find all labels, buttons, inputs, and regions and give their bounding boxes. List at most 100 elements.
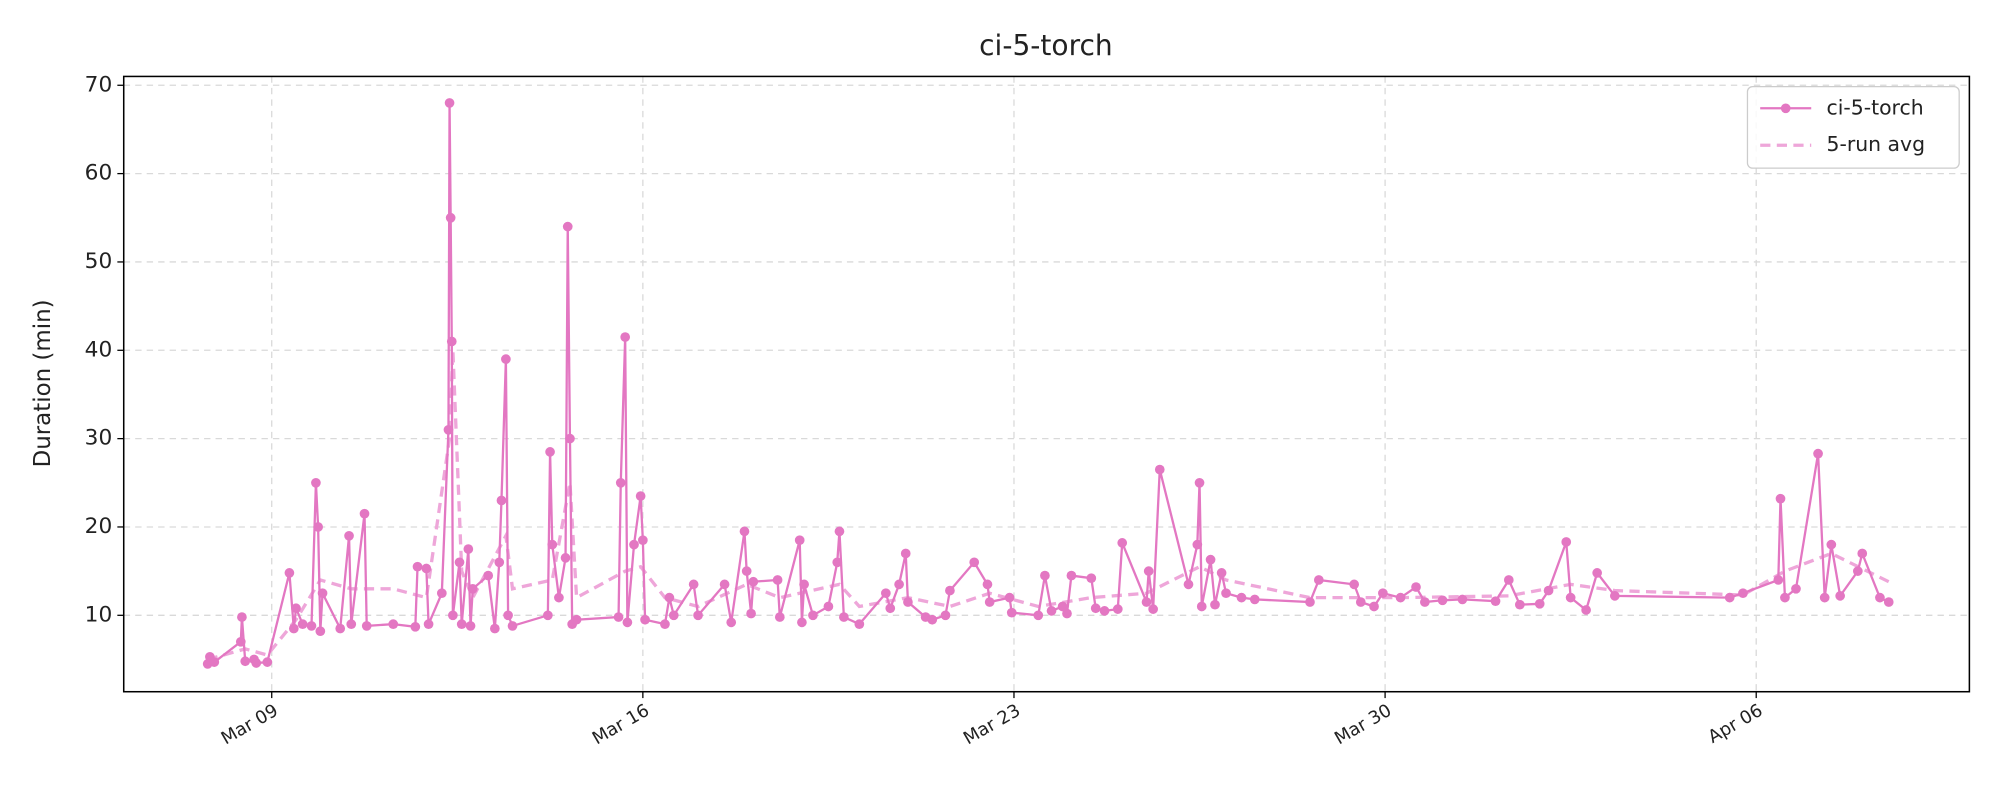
data-point	[1249, 594, 1260, 605]
data-point	[799, 579, 809, 590]
data-point	[794, 535, 805, 546]
data-point	[1216, 568, 1227, 578]
data-point	[660, 619, 670, 629]
data-point	[927, 614, 938, 625]
data-point	[1194, 477, 1205, 488]
data-point	[467, 583, 478, 594]
data-point	[900, 548, 911, 559]
data-point	[823, 601, 834, 612]
legend-marker	[1780, 103, 1791, 114]
data-point	[507, 621, 518, 631]
data-point	[1205, 554, 1216, 565]
chart-title: ci-5-torch	[979, 29, 1113, 62]
data-point	[945, 585, 955, 596]
data-point	[903, 597, 913, 607]
data-point	[1875, 592, 1885, 603]
data-point	[629, 539, 639, 550]
data-point	[1780, 592, 1790, 603]
data-point	[1592, 568, 1603, 578]
data-point	[1581, 605, 1591, 615]
data-point	[315, 626, 326, 637]
data-point	[1004, 592, 1015, 603]
data-point	[834, 526, 845, 537]
data-point	[1369, 601, 1379, 612]
data-point	[412, 561, 423, 572]
data-point	[545, 447, 555, 457]
data-point	[1099, 606, 1110, 616]
y-tick-label: 50	[85, 249, 113, 274]
plot-frame	[122, 75, 1971, 693]
data-point	[423, 619, 434, 629]
data-point	[613, 612, 624, 622]
data-point	[1066, 570, 1077, 581]
data-point	[489, 623, 500, 634]
data-point	[664, 592, 675, 603]
data-point	[638, 535, 648, 546]
data-point	[288, 623, 299, 634]
data-point	[1062, 608, 1072, 619]
data-point	[410, 621, 421, 632]
data-point	[1057, 601, 1068, 612]
data-point	[808, 610, 818, 621]
data-point	[209, 657, 220, 667]
data-point	[494, 557, 505, 568]
data-point	[1565, 592, 1576, 603]
data-point	[719, 579, 730, 590]
data-point	[1086, 573, 1097, 584]
data-point	[1192, 539, 1203, 550]
data-point	[1046, 606, 1057, 616]
data-point	[1738, 588, 1748, 599]
data-point	[547, 539, 558, 550]
data-point	[443, 424, 454, 435]
data-point	[1090, 603, 1101, 614]
legend-label: 5-run avg	[1827, 132, 1926, 156]
data-point	[448, 610, 458, 621]
data-point	[317, 588, 328, 599]
data-point	[1724, 592, 1735, 603]
data-point	[1835, 591, 1846, 601]
data-point	[774, 612, 785, 622]
data-point	[1534, 598, 1545, 609]
data-point	[421, 563, 432, 574]
data-point	[445, 212, 456, 223]
data-point	[1457, 594, 1468, 605]
data-point	[361, 621, 372, 631]
data-point	[1141, 597, 1152, 607]
data-point	[554, 592, 564, 603]
data-point	[741, 566, 752, 576]
data-point	[688, 579, 699, 590]
data-point	[1543, 585, 1554, 596]
data-point	[1117, 538, 1128, 548]
data-point	[984, 597, 995, 607]
data-point	[235, 636, 246, 647]
data-point	[1143, 566, 1154, 576]
data-point	[615, 477, 626, 488]
y-tick-label: 10	[85, 602, 113, 627]
legend-box	[1746, 85, 1960, 169]
data-point	[982, 579, 993, 590]
data-point	[436, 588, 447, 599]
data-point	[969, 557, 980, 568]
data-point	[496, 495, 507, 506]
data-point	[1775, 493, 1786, 504]
data-point	[1183, 579, 1194, 590]
data-point	[1857, 548, 1868, 559]
data-point	[622, 617, 633, 628]
data-point	[1378, 588, 1388, 599]
data-point	[894, 579, 904, 590]
data-point	[1154, 464, 1165, 475]
data-point	[739, 526, 750, 537]
data-point	[463, 544, 474, 554]
data-point	[1826, 539, 1837, 550]
data-point	[571, 614, 582, 625]
data-point	[1819, 592, 1830, 603]
legend-label: ci-5-torch	[1827, 95, 1924, 119]
data-point	[1437, 595, 1448, 606]
data-point	[251, 658, 262, 668]
data-point	[344, 530, 354, 541]
data-point	[291, 603, 301, 614]
data-point	[832, 557, 843, 568]
y-axis-label: Duration (min)	[30, 299, 56, 467]
